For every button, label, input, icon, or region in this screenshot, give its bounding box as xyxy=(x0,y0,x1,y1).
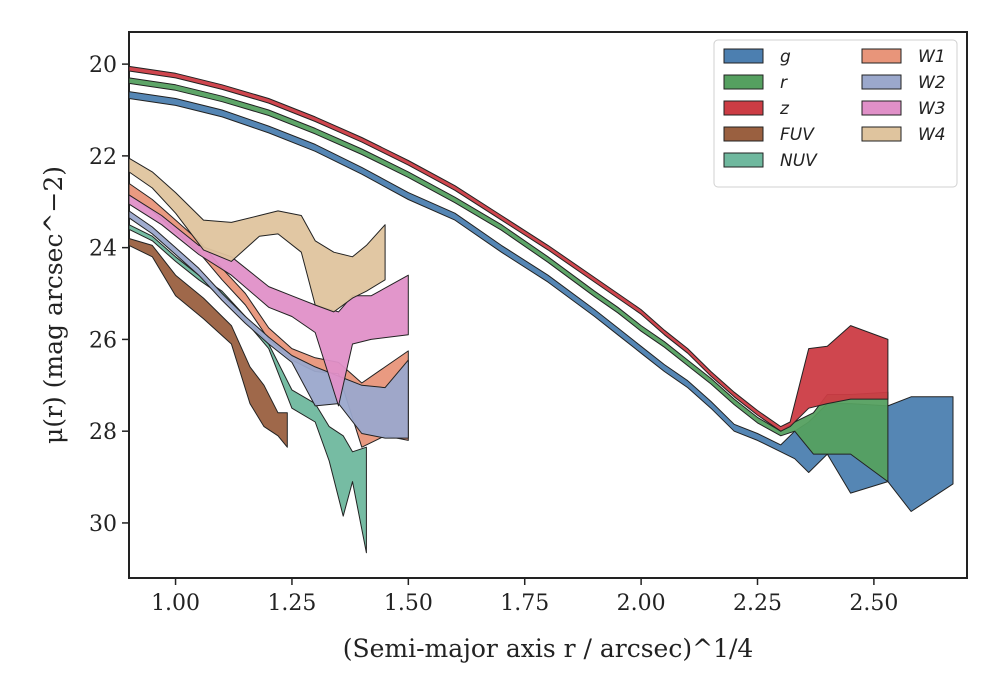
area-w3 xyxy=(128,194,409,407)
x-tick-label: 2.50 xyxy=(849,591,898,616)
legend-swatch-fuv xyxy=(723,126,764,142)
legend-swatch-w1 xyxy=(861,48,902,64)
y-tick-label: 24 xyxy=(89,237,117,262)
legend-label-g: g xyxy=(780,47,791,67)
y-axis-label: μ(r) (mag arcsec^−2) xyxy=(39,166,68,444)
area-nuv xyxy=(128,224,367,554)
x-tick-label: 1.25 xyxy=(267,591,316,616)
legend-label-w4: W4 xyxy=(918,125,946,145)
y-tick-label: 22 xyxy=(89,145,117,170)
legend-swatch-z xyxy=(723,100,764,116)
legend-label-r: r xyxy=(780,73,788,93)
x-axis-label: (Semi-major axis r / arcsec)^1/4 xyxy=(343,634,754,663)
legend-swatch-g xyxy=(723,48,764,64)
y-tick-label: 20 xyxy=(89,53,117,78)
area-w4 xyxy=(128,157,386,313)
legend-label-z: z xyxy=(779,99,790,119)
x-tick-label: 1.50 xyxy=(384,591,433,616)
legend-label-fuv: FUV xyxy=(780,125,815,145)
x-tick-label: 1.75 xyxy=(500,591,549,616)
legend-label-w1: W1 xyxy=(918,47,946,67)
legend-swatch-nuv xyxy=(723,152,764,168)
legend-label-w3: W3 xyxy=(918,99,946,119)
legend-swatch-r xyxy=(723,74,764,90)
legend-label-nuv: NUV xyxy=(780,151,818,171)
legend-swatch-w2 xyxy=(861,74,902,90)
x-tick-label: 2.25 xyxy=(733,591,782,616)
y-tick-label: 26 xyxy=(89,328,117,353)
y-tick-label: 30 xyxy=(89,512,117,537)
legend-swatch-w3 xyxy=(861,100,902,116)
area-z xyxy=(128,65,889,432)
area-r xyxy=(128,77,889,483)
x-tick-label: 1.00 xyxy=(151,591,200,616)
x-tick-label: 2.00 xyxy=(617,591,666,616)
y-tick-label: 28 xyxy=(89,420,117,445)
legend-swatch-w4 xyxy=(861,126,902,142)
area-g xyxy=(128,91,954,512)
area-fuv xyxy=(128,238,288,448)
legend-label-w2: W2 xyxy=(918,73,946,93)
